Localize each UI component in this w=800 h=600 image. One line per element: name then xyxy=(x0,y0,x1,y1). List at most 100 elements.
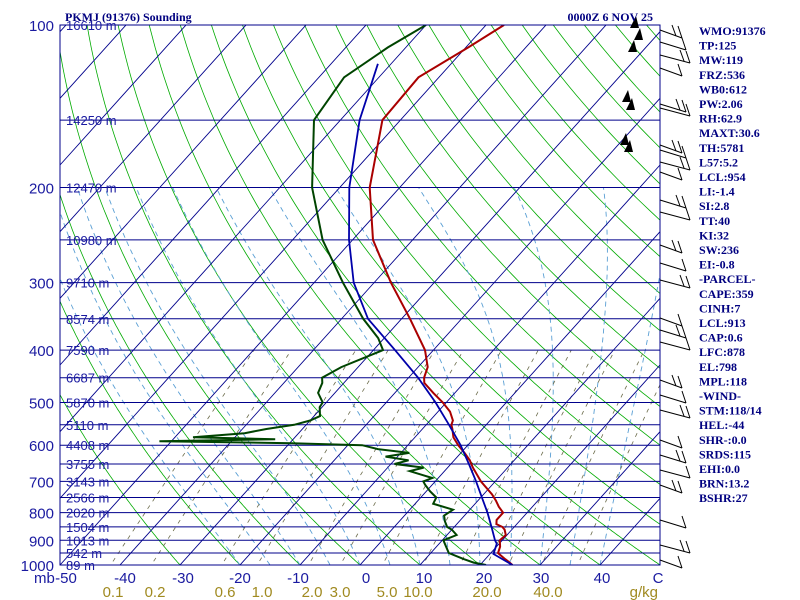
wind-barb xyxy=(659,49,691,64)
sounding-index-text: EL:798 xyxy=(699,360,737,374)
wind-barb-flag xyxy=(628,40,637,52)
sounding-index-text: FRZ:536 xyxy=(699,68,745,82)
sounding-index-text: SI:2.8 xyxy=(699,199,729,213)
dewpoint-profile-line xyxy=(159,25,487,565)
mixing-ratio-tick-label: 2.0 xyxy=(302,584,323,600)
wind-barb xyxy=(659,539,691,554)
wind-barb xyxy=(659,515,687,529)
wind-barb-flag xyxy=(620,133,629,145)
height-level-label: 4408 m xyxy=(66,438,109,453)
sounding-index-text: PW:2.06 xyxy=(699,97,743,111)
wind-barb-flag xyxy=(630,16,639,28)
sounding-index-text: LFC:878 xyxy=(699,345,745,359)
height-level-label: 8574 m xyxy=(66,312,109,327)
temperature-tick-label: -30 xyxy=(172,570,194,587)
wind-barb xyxy=(659,465,691,479)
wind-barb-flag xyxy=(622,90,631,102)
dry-adiabat-line xyxy=(552,25,660,149)
temperature-tick-label: -10 xyxy=(287,570,309,587)
temperature-tick-label: 20 xyxy=(476,570,493,587)
temperature-tick-label: -20 xyxy=(229,570,251,587)
isotherm-line xyxy=(479,364,660,565)
moist-adiabat-line xyxy=(418,187,513,565)
mixing-ratio-line xyxy=(459,349,572,565)
wind-barb xyxy=(659,156,691,171)
mixing-ratio-tick-label: 40.0 xyxy=(533,584,562,600)
isotherm-line xyxy=(0,13,17,576)
pressure-tick-label: 300 xyxy=(29,276,54,293)
sounding-index-text: CAPE:359 xyxy=(699,287,754,301)
temperature-tick-label: C xyxy=(653,570,664,587)
temperature-tick-label: 0 xyxy=(362,570,370,587)
sounding-index-text: -PARCEL- xyxy=(699,272,755,286)
moist-adiabat-line xyxy=(513,187,554,565)
pressure-tick-label: 600 xyxy=(29,438,54,455)
temperature-tick-label: -40 xyxy=(114,570,136,587)
wind-barb xyxy=(659,435,683,449)
height-level-label: 7590 m xyxy=(66,343,109,358)
height-level-label: 6687 m xyxy=(66,371,109,386)
wind-barb xyxy=(659,145,687,159)
sounding-index-text: TT:40 xyxy=(699,214,730,228)
isotherm-line xyxy=(60,25,307,300)
dry-adiabat-line xyxy=(86,25,421,565)
moist-adiabat-line xyxy=(60,277,241,565)
isotherm-line xyxy=(60,25,247,233)
dry-adiabat-line xyxy=(335,25,660,407)
dry-adiabat-line xyxy=(790,13,800,576)
dry-adiabat-line xyxy=(521,25,660,185)
temperature-tick-label: -50 xyxy=(55,570,77,587)
mixing-ratio-line xyxy=(339,349,464,565)
dry-adiabat-line xyxy=(60,393,181,565)
mixing-ratio-line xyxy=(110,349,255,565)
isotherm-line xyxy=(239,97,660,565)
sounding-index-text: WB0:612 xyxy=(699,82,747,96)
sounding-index-text: BSHR:27 xyxy=(699,491,748,505)
wind-barb xyxy=(659,313,683,327)
sounding-index-text: SRDS:115 xyxy=(699,447,751,461)
height-level-label: 89 m xyxy=(66,558,95,573)
mixing-ratio-tick-label: 0.1 xyxy=(103,584,124,600)
sounding-index-text: CINH:7 xyxy=(699,301,740,315)
height-level-label: 3755 m xyxy=(66,457,109,472)
pressure-tick-label: 500 xyxy=(29,395,54,412)
wind-barb xyxy=(659,207,691,221)
mixing-ratio-line xyxy=(221,349,357,565)
height-level-label: 542 m xyxy=(66,546,102,561)
dry-adiabat-line xyxy=(459,25,660,258)
pressure-tick-label: 800 xyxy=(29,506,54,523)
wind-barb xyxy=(659,337,691,351)
wind-barb xyxy=(659,374,683,389)
wind-barb xyxy=(659,479,683,494)
height-level-label: 2020 m xyxy=(66,506,109,521)
wind-barb xyxy=(659,390,687,404)
sounding-indices: WMO:91376TP:125MW:119FRZ:536WB0:612PW:2.… xyxy=(699,24,766,505)
pressure-unit-label: mb xyxy=(34,570,55,587)
isotherm-line xyxy=(539,430,660,565)
sounding-index-text: HEL:-44 xyxy=(699,418,744,432)
wind-barb xyxy=(659,24,683,39)
mixing-ratio-tick-label: 1.0 xyxy=(252,584,273,600)
wind-barb xyxy=(659,37,687,51)
sounding-index-text: STM:118/14 xyxy=(699,404,762,418)
dry-adiabat-line xyxy=(179,25,601,565)
mixing-ratio-unit-label: g/kg xyxy=(630,584,658,600)
wind-barb xyxy=(659,194,687,209)
wind-barb-flag xyxy=(634,28,643,40)
wind-barb xyxy=(659,167,683,181)
mixing-ratio-tick-label: 20.0 xyxy=(472,584,501,600)
mixing-ratio-tick-label: 3.0 xyxy=(330,584,351,600)
sounding-index-text: CAP:0.6 xyxy=(699,331,743,345)
dry-adiabat-line xyxy=(60,193,301,565)
mixing-ratio-line xyxy=(541,349,645,565)
moist-adiabat-line xyxy=(269,187,451,565)
mixing-ratio-line xyxy=(308,349,436,565)
sounding-index-text: TP:125 xyxy=(699,39,736,53)
dry-adiabat-line xyxy=(242,25,660,525)
mixing-ratio-tick-label: 0.6 xyxy=(215,584,236,600)
height-level-label: 10980 m xyxy=(66,233,117,248)
height-level-label: 2566 m xyxy=(66,491,109,506)
height-level-label: 5110 m xyxy=(66,418,108,433)
isotherm-line xyxy=(119,25,607,565)
height-level-label: 9710 m xyxy=(66,276,109,291)
